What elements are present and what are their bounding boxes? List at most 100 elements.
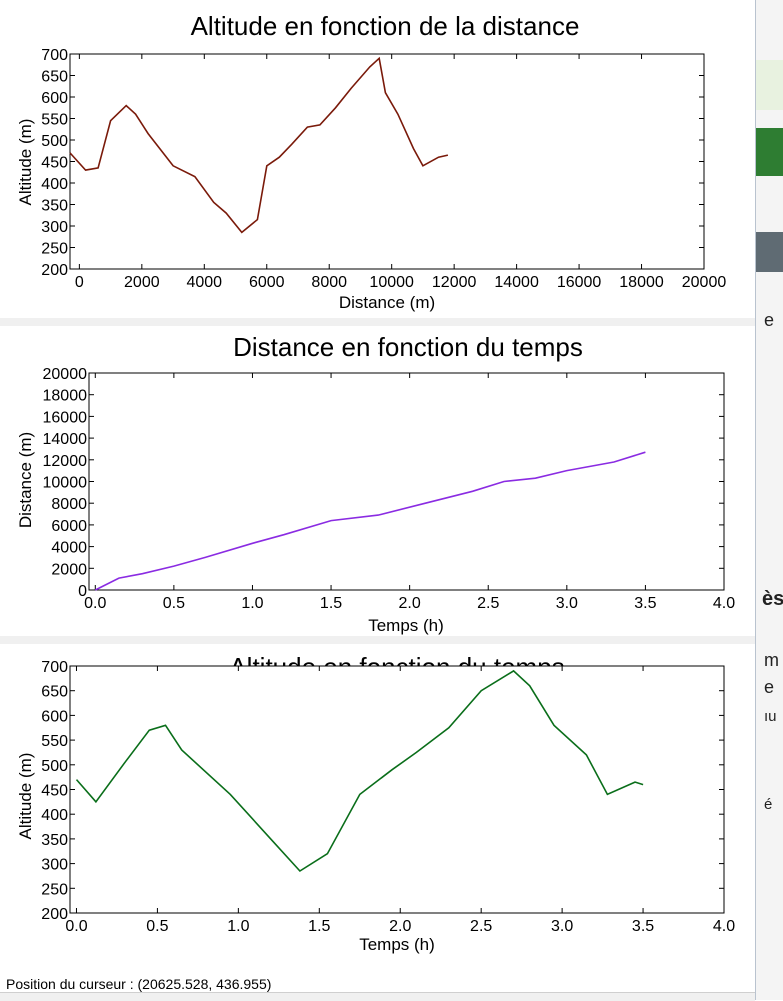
side-text-4: e — [764, 677, 775, 697]
y-tick-label: 400 — [41, 176, 68, 193]
chart-altitude-distance: Altitude en fonction de la distance 2002… — [16, 11, 726, 312]
y-axis-label: Altitude (m) — [16, 753, 35, 840]
y-tick-label: 300 — [41, 219, 68, 236]
y-tick-label: 2000 — [51, 561, 87, 578]
x-tick-label: 2.5 — [477, 595, 499, 612]
y-tick-label: 650 — [41, 69, 68, 86]
y-tick-label: 0 — [78, 583, 87, 600]
x-tick-label: 3.5 — [634, 595, 656, 612]
x-axis-label: Distance (m) — [339, 293, 435, 312]
y-tick-label: 12000 — [43, 453, 88, 470]
x-tick-label: 2.0 — [399, 595, 421, 612]
x-tick-label: 4.0 — [713, 595, 735, 612]
plot-area — [69, 665, 725, 914]
y-tick-label: 8000 — [51, 496, 87, 513]
side-text-5: ıu — [764, 708, 777, 725]
background-window-strip: e ès m e ıu é — [756, 0, 783, 1000]
y-tick-label: 450 — [41, 783, 68, 800]
y-axis-label: Altitude (m) — [16, 119, 35, 206]
x-tick-label: 2.0 — [389, 918, 411, 935]
y-tick-label: 10000 — [43, 475, 88, 492]
side-text-3: m — [764, 650, 779, 670]
chart-title: Distance en fonction du temps — [233, 332, 583, 362]
panel-separator — [0, 318, 755, 326]
x-tick-label: 0.0 — [84, 595, 106, 612]
y-tick-label: 500 — [41, 133, 68, 150]
x-tick-label: 1.0 — [227, 918, 249, 935]
y-tick-label: 400 — [41, 807, 68, 824]
x-tick-label: 4000 — [186, 274, 222, 291]
y-tick-label: 16000 — [43, 409, 88, 426]
x-tick-label: 3.5 — [632, 918, 654, 935]
x-axis-label: Temps (h) — [359, 935, 435, 954]
y-tick-label: 500 — [41, 758, 68, 775]
x-tick-label: 3.0 — [551, 918, 573, 935]
x-tick-label: 16000 — [557, 274, 602, 291]
chart-title: Altitude en fonction de la distance — [191, 11, 580, 41]
y-tick-label: 350 — [41, 832, 68, 849]
side-text-2: ès — [762, 588, 783, 610]
chart-altitude-temps: Altitude en fonction du temps 2002503003… — [16, 652, 735, 954]
x-axis: 0.0 0.5 1.0 1.5 2.0 2.5 3.0 3.5 4.0 — [84, 373, 735, 612]
side-green-block — [756, 60, 783, 110]
status-bar — [0, 992, 755, 1001]
y-axis: 0 2000 4000 6000 8000 10000 12000 14000 16000 180… — [43, 366, 724, 600]
y-tick-label: 14000 — [43, 431, 88, 448]
y-tick-label: 700 — [41, 47, 68, 64]
x-axis: 0.0 0.5 1.0 1.5 2.0 2.5 3.0 3.5 4.0 — [65, 666, 735, 935]
chart-distance-temps: Distance en fonction du temps 0 2000 4000 6… — [16, 332, 735, 635]
y-tick-label: 4000 — [51, 540, 87, 557]
x-tick-label: 0.5 — [163, 595, 185, 612]
y-tick-label: 550 — [41, 733, 68, 750]
series-line-altitude-temps — [75, 669, 644, 873]
y-axis: 200 250 300 350 400 450 500 550 600 650 700 — [41, 659, 724, 923]
plot-area — [69, 53, 705, 270]
plot-window: Altitude en fonction de la distance 200 2… — [0, 0, 756, 1001]
x-tick-label: 0.5 — [146, 918, 168, 935]
side-text-1: e — [764, 310, 775, 330]
x-tick-label: 1.5 — [320, 595, 342, 612]
y-tick-label: 700 — [41, 659, 68, 676]
x-tick-label: 10000 — [369, 274, 414, 291]
y-tick-label: 650 — [41, 684, 68, 701]
x-axis: 0 2000 4000 6000 8000 10000 12000 14000 16000 180… — [75, 54, 726, 291]
x-tick-label: 3.0 — [556, 595, 578, 612]
x-tick-label: 14000 — [494, 274, 539, 291]
series-line-altitude-distance — [69, 56, 449, 234]
side-text-6: é — [764, 796, 773, 813]
x-tick-label: 2.5 — [470, 918, 492, 935]
side-grey-block — [756, 232, 783, 272]
y-tick-label: 18000 — [43, 388, 88, 405]
x-axis-label: Temps (h) — [368, 616, 444, 635]
series-line-distance-temps — [94, 451, 646, 591]
y-tick-label: 300 — [41, 857, 68, 874]
y-axis: 200 250 300 350 400 450 500 550 600 650 700 — [41, 47, 704, 279]
y-tick-label: 250 — [41, 881, 68, 898]
x-tick-label: 4.0 — [713, 918, 735, 935]
x-tick-label: 2000 — [124, 274, 160, 291]
x-tick-label: 0 — [75, 274, 84, 291]
y-tick-label: 200 — [41, 906, 68, 923]
cursor-position-text: Position du curseur : (20625.528, 436.95… — [6, 976, 272, 992]
y-tick-label: 450 — [41, 155, 68, 172]
y-tick-label: 350 — [41, 198, 68, 215]
y-tick-label: 250 — [41, 241, 68, 258]
x-tick-label: 8000 — [311, 274, 347, 291]
x-tick-label: 1.5 — [308, 918, 330, 935]
x-tick-label: 6000 — [249, 274, 285, 291]
y-tick-label: 200 — [41, 262, 68, 279]
x-tick-label: 1.0 — [241, 595, 263, 612]
panel-separator — [0, 636, 755, 644]
side-dark-green-block — [756, 128, 783, 176]
y-tick-label: 600 — [41, 708, 68, 725]
y-tick-label: 20000 — [43, 366, 88, 383]
x-tick-label: 18000 — [619, 274, 664, 291]
x-tick-label: 0.0 — [65, 918, 87, 935]
y-tick-label: 600 — [41, 90, 68, 107]
x-tick-label: 12000 — [432, 274, 477, 291]
y-tick-label: 6000 — [51, 518, 87, 535]
x-tick-label: 20000 — [682, 274, 727, 291]
y-axis-label: Distance (m) — [16, 432, 35, 528]
y-tick-label: 550 — [41, 112, 68, 129]
plot-area — [88, 372, 725, 591]
